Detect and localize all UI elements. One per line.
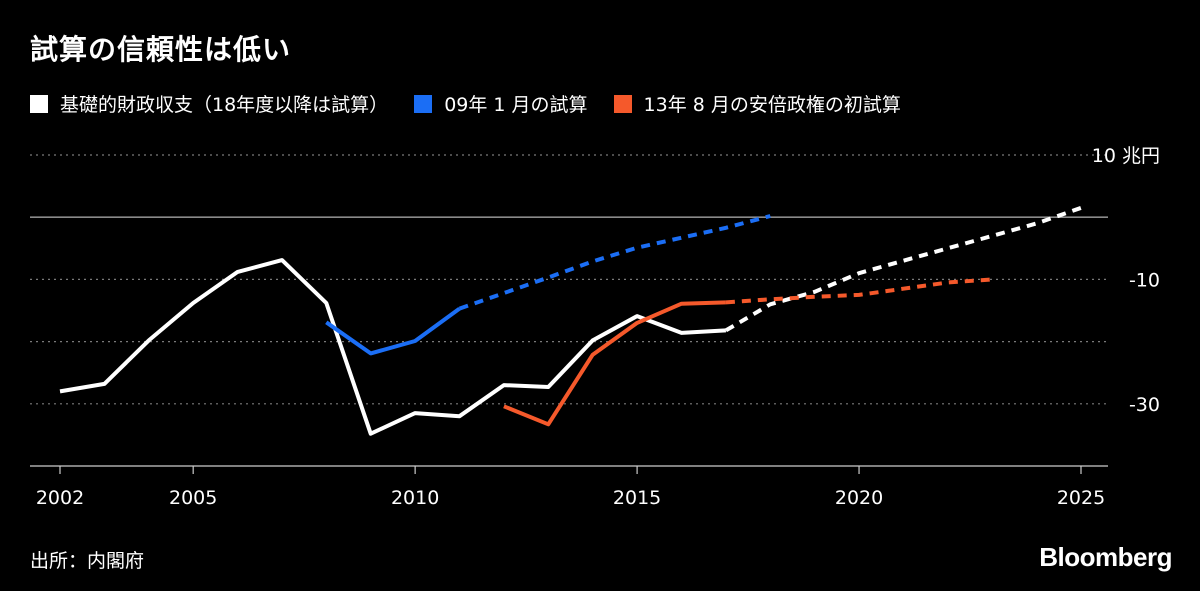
series-lines — [59, 206, 1082, 436]
x-tick-label: 2002 — [36, 487, 84, 509]
gridlines — [30, 154, 1108, 405]
legend-swatch-2013-estimate — [613, 94, 632, 113]
legend-item-primary-balance: 基礎的財政収支（18年度以降は試算） — [30, 90, 388, 117]
source-note: 出所：内閣府 — [30, 550, 145, 572]
y-tick-label: 10 兆円 — [1092, 145, 1160, 167]
legend-label-2009-estimate: 09年 1 月の試算 — [444, 94, 588, 116]
x-tick-label: 2005 — [169, 487, 217, 509]
legend-swatch-primary-balance — [30, 94, 48, 113]
series-0-actual-line — [59, 258, 727, 436]
legend-swatch-2009-estimate — [414, 94, 433, 113]
legend-item-2013-estimate: 13年 8 月の安倍政権の初試算 — [613, 90, 901, 117]
series-2-actual-line — [503, 300, 726, 427]
series-1-actual-line — [325, 306, 461, 356]
x-tick-label: 2025 — [1057, 487, 1105, 509]
x-tick-label: 2010 — [391, 487, 439, 509]
y-tick-label: -10 — [1129, 269, 1160, 291]
chart-title: 試算の信頼性は低い — [30, 33, 292, 66]
legend-label-primary-balance: 基礎的財政収支（18年度以降は試算） — [60, 94, 389, 116]
x-tick-label: 2015 — [613, 487, 661, 509]
series-2-projection-line — [725, 277, 993, 305]
legend-item-2009-estimate: 09年 1 月の試算 — [414, 90, 588, 117]
bloomberg-logo: Bloomberg — [1039, 542, 1172, 572]
y-axis: 10 兆円 -10 -30 — [1092, 145, 1160, 416]
x-axis: 2002 2005 2010 2015 2020 2025 — [30, 465, 1108, 509]
series-1-projection-line — [458, 214, 771, 311]
series-0-projection-line — [724, 206, 1082, 333]
x-tick-label: 2020 — [835, 487, 883, 509]
legend: 基礎的財政収支（18年度以降は試算） 09年 1 月の試算 13年 8 月の安倍… — [30, 90, 927, 117]
legend-label-2013-estimate: 13年 8 月の安倍政権の初試算 — [643, 94, 901, 116]
y-tick-label: -30 — [1129, 394, 1160, 416]
